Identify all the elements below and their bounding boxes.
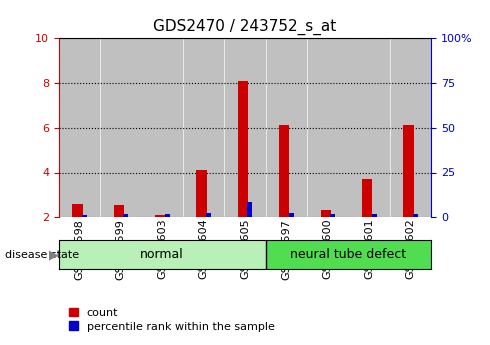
Bar [60, 38, 99, 217]
Bar [238, 80, 248, 217]
Text: normal: normal [140, 248, 184, 261]
Bar [184, 38, 223, 217]
Bar [143, 38, 182, 217]
Bar [413, 214, 418, 217]
Bar [403, 125, 414, 217]
Bar [101, 38, 141, 217]
Bar [82, 215, 87, 217]
Bar [196, 170, 207, 217]
Bar [114, 205, 124, 217]
Bar [206, 213, 211, 217]
Bar [247, 201, 252, 217]
Title: GDS2470 / 243752_s_at: GDS2470 / 243752_s_at [153, 19, 337, 35]
Bar [320, 209, 331, 217]
Bar [371, 214, 377, 217]
Bar [362, 179, 372, 217]
Bar [123, 214, 128, 217]
Bar [391, 38, 430, 217]
Bar [279, 125, 290, 217]
Bar [349, 38, 389, 217]
Bar [308, 38, 347, 217]
Bar [267, 38, 306, 217]
FancyBboxPatch shape [266, 240, 431, 269]
Text: disease state: disease state [5, 250, 79, 259]
Bar [165, 214, 170, 217]
Legend: count, percentile rank within the sample: count, percentile rank within the sample [64, 304, 279, 336]
Bar [225, 38, 265, 217]
Text: ▶: ▶ [49, 248, 59, 261]
Bar [155, 215, 165, 217]
Bar [72, 204, 83, 217]
Bar [330, 214, 335, 217]
Text: neural tube defect: neural tube defect [291, 248, 407, 261]
FancyBboxPatch shape [59, 240, 266, 269]
Bar [289, 213, 294, 217]
